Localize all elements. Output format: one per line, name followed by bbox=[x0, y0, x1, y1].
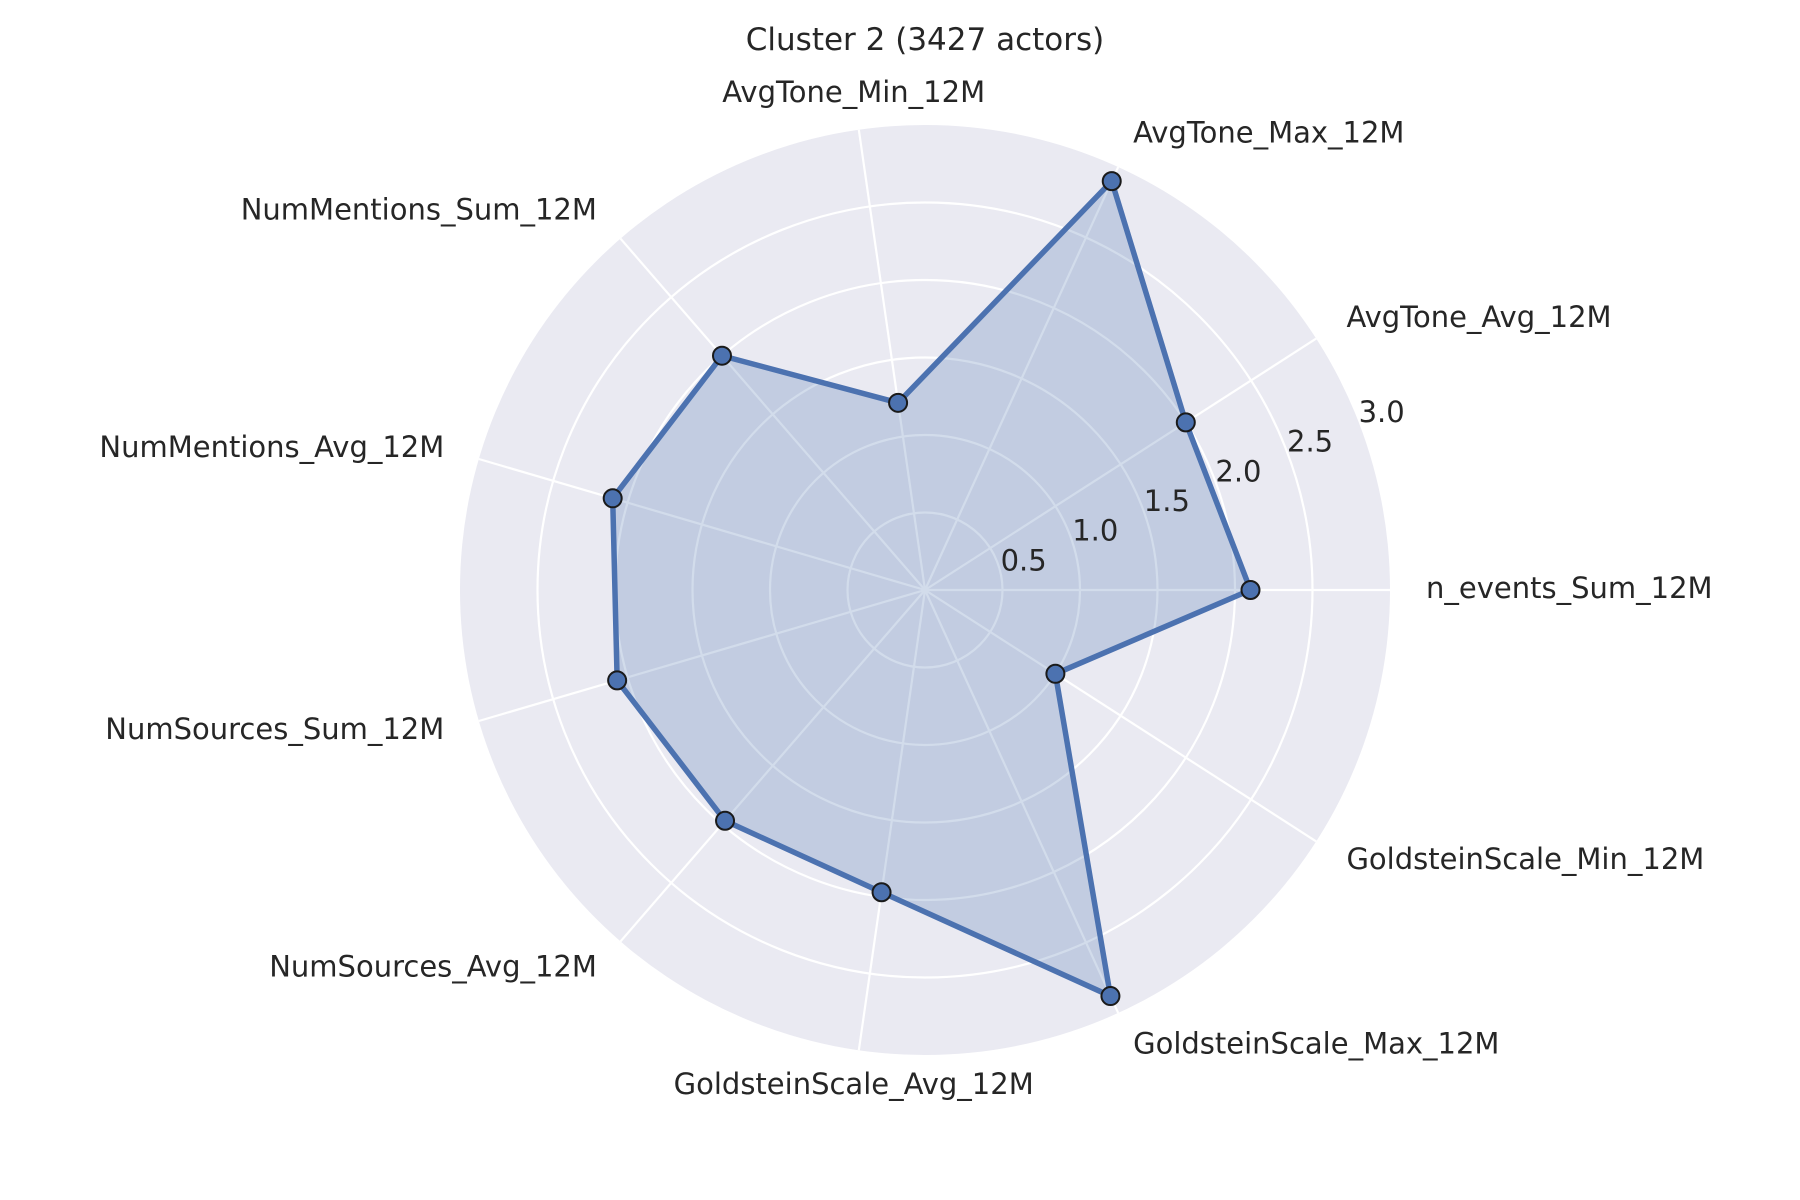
angular-grid-line bbox=[857, 589, 927, 1051]
series-point bbox=[1175, 412, 1196, 433]
radial-tick-label: 1.5 bbox=[1144, 484, 1190, 518]
series-area bbox=[612, 181, 1251, 997]
angular-grid-line bbox=[478, 457, 926, 592]
radial-tick-label: 2.5 bbox=[1287, 425, 1333, 459]
category-label: NumMentions_Sum_12M bbox=[241, 192, 597, 226]
angular-grid-line bbox=[619, 589, 926, 943]
category-label: AvgTone_Max_12M bbox=[1133, 115, 1404, 149]
category-label: NumMentions_Avg_12M bbox=[99, 430, 444, 464]
category-label: AvgTone_Min_12M bbox=[722, 75, 985, 109]
radial-tick-label: 3.0 bbox=[1359, 395, 1405, 429]
series-point bbox=[1240, 580, 1261, 600]
angular-grid-line bbox=[619, 237, 926, 591]
series-point bbox=[1101, 171, 1122, 192]
angular-grid-line bbox=[924, 589, 1317, 843]
category-label: NumSources_Avg_12M bbox=[269, 950, 597, 984]
category-label: GoldsteinScale_Min_12M bbox=[1346, 842, 1704, 876]
series-line bbox=[609, 178, 1254, 999]
angular-grid-line bbox=[478, 588, 926, 723]
series-point bbox=[1045, 663, 1066, 684]
series-point bbox=[871, 882, 892, 903]
radial-tick-label: 2.0 bbox=[1215, 454, 1261, 488]
category-label: GoldsteinScale_Avg_12M bbox=[674, 1067, 1034, 1101]
angular-grid-line bbox=[923, 166, 1120, 591]
radial-tick-label: 1.0 bbox=[1072, 514, 1118, 548]
category-label: n_events_Sum_12M bbox=[1426, 571, 1713, 605]
angular-grid-line bbox=[924, 337, 1317, 591]
series-point bbox=[1100, 986, 1121, 1007]
series-point bbox=[602, 488, 623, 509]
angular-grid-line bbox=[857, 129, 927, 591]
series-point bbox=[711, 345, 732, 366]
series-point bbox=[715, 810, 736, 831]
chart-title: Cluster 2 (3427 actors) bbox=[746, 22, 1104, 58]
series-point bbox=[607, 670, 628, 691]
category-label: GoldsteinScale_Max_12M bbox=[1133, 1027, 1499, 1061]
radial-tick-label: 0.5 bbox=[1001, 543, 1047, 577]
angular-grid-line bbox=[923, 589, 1120, 1014]
category-label: AvgTone_Avg_12M bbox=[1346, 300, 1611, 334]
category-label: NumSources_Sum_12M bbox=[105, 712, 444, 746]
series-point bbox=[888, 392, 909, 413]
